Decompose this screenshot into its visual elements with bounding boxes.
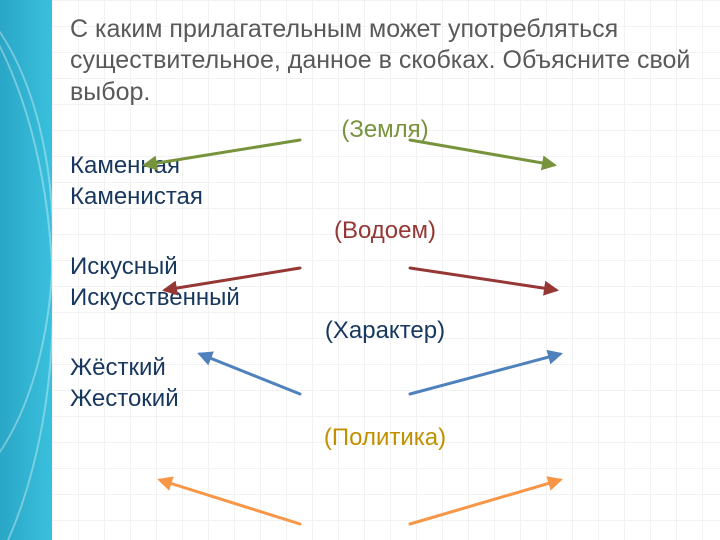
adjectives-1: Каменная Каменистая bbox=[70, 150, 700, 212]
adj-1b: Каменистая bbox=[70, 181, 700, 212]
noun-1: (Земля) bbox=[70, 114, 700, 146]
noun-4: (Политика) bbox=[70, 416, 700, 452]
noun-3: (Характер) bbox=[70, 315, 700, 347]
content: С каким прилагательным может употреблять… bbox=[70, 14, 700, 540]
adjectives-2: Искусный Искусственный bbox=[70, 251, 700, 313]
adj-3b: Жестокий bbox=[70, 383, 700, 414]
adj-3a: Жёсткий bbox=[70, 352, 700, 383]
slide: С каким прилагательным может употреблять… bbox=[0, 0, 720, 540]
task-title: С каким прилагательным может употреблять… bbox=[70, 14, 700, 108]
adj-2a: Искусный bbox=[70, 251, 700, 282]
noun-2: (Водоем) bbox=[70, 215, 700, 247]
left-band bbox=[0, 0, 52, 540]
adj-2b: Искусственный bbox=[70, 282, 700, 313]
adjectives-3: Жёсткий Жестокий bbox=[70, 352, 700, 414]
adj-1a: Каменная bbox=[70, 150, 700, 181]
